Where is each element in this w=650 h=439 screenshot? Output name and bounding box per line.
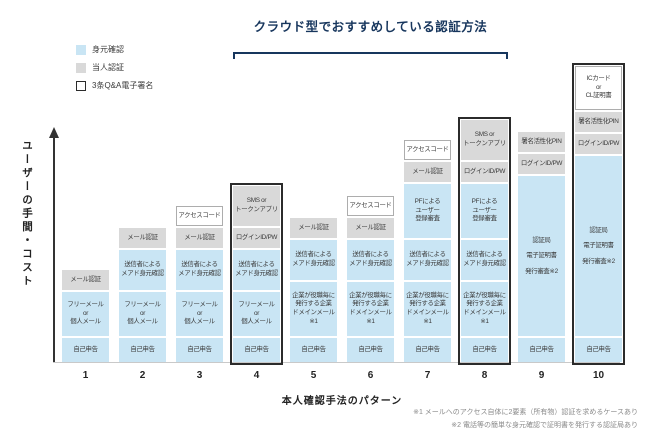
bar-block: フリーメール or 個人メール [176,292,223,336]
bar-block: 送信者による メアド身元確認 [290,240,337,280]
bar-column-10: ICカード or CL証明書 署名活性化PIN ログインID/PW 認証局 電子証明書… [572,63,625,365]
bar-block: ICカード or CL証明書 [575,66,622,110]
bar-block: 送信者による メアド身元確認 [404,240,451,280]
bar-block: メール認証 [176,228,223,248]
column-number-5: 5 [310,370,317,381]
bar-block: フリーメール or 個人メール [119,292,166,336]
bar-column-4: SMS or トークンアプリ ログインID/PW 送信者による メアド身元確認 フリー… [230,183,283,365]
bar-block: アクセスコード [404,140,451,160]
bar-block: フリーメール or 個人メール [62,292,109,336]
legend-swatch-auth [76,62,86,73]
bar-block: 企業が役職毎に 発行する企業 ドメインメール※1 [404,282,451,336]
bracket [233,52,508,59]
bar-block: PFによる ユーザー 登録審査 [461,184,508,238]
footnotes: ※1 メールへのアクセス自体に2要素（所有物）認証を求めるケースあり ※2 電話… [413,406,638,432]
column-number-2: 2 [139,370,146,381]
column-number-4: 4 [253,370,260,381]
bar-block: 自己申告 [176,338,223,362]
footnote-1: ※1 メールへのアクセス自体に2要素（所有物）認証を求めるケースあり [413,409,638,416]
arrow-up-icon [49,127,59,138]
legend-label: 当人認証 [92,63,124,72]
bar-block: SMS or トークンアプリ [233,186,280,226]
bar-block: 送信者による メアド身元確認 [347,240,394,280]
bar-block: 企業が役職毎に 発行する企業 ドメインメール※1 [290,282,337,336]
plot-bars: メール認証 フリーメール or 個人メール 自己申告 メール認証 送信者による メアド身… [62,52,625,365]
legend-item-article3: 3条Q&A電子署名 [76,80,153,91]
bar-block: 自己申告 [518,338,565,362]
bar-block: 自己申告 [461,338,508,362]
bar-block: SMS or トークンアプリ [461,120,508,160]
bar-block: メール認証 [404,162,451,182]
bar-block: メール認証 [62,270,109,290]
bar-block: 自己申告 [404,338,451,362]
bar-block: 自己申告 [233,338,280,362]
legend-item-auth: 当人認証 [76,62,153,73]
footnote-2: ※2 電話等の簡単な身元確認で証明書を発行する認証局あり [451,422,638,429]
y-axis-label: ユーザーの手間・コスト [21,140,33,289]
bar-block: アクセスコード [176,206,223,226]
bar-block: ログインID/PW [233,228,280,248]
column-number-1: 1 [82,370,89,381]
bar-column-8: SMS or トークンアプリ ログインID/PW PFによる ユーザー 登録審査 送信… [458,117,511,365]
bar-column-2: メール認証 送信者による メアド身元確認 フリーメール or 個人メール 自己申告 [119,228,166,362]
legend: 身元確認 当人認証 3条Q&A電子署名 [76,44,153,98]
bar-block: 認証局 電子証明書 発行審査※2 [518,176,565,336]
y-axis-line [53,138,55,362]
bar-block: フリーメール or 個人メール [233,292,280,336]
bar-block: 署名活性化PIN [518,132,565,152]
bar-block: 送信者による メアド身元確認 [119,250,166,290]
x-axis-line [53,362,620,363]
bar-block: ログインID/PW [518,154,565,174]
bar-block: 認証局 電子証明書 発行審査※2 [575,156,622,336]
bar-block: 企業が役職毎に 発行する企業 ドメインメール※1 [347,282,394,336]
legend-label: 身元確認 [92,45,124,54]
bar-block: メール認証 [290,218,337,238]
bar-column-3: アクセスコード メール認証 送信者による メアド身元確認 フリーメール or 個人メー… [176,206,223,362]
bar-block: 自己申告 [119,338,166,362]
bar-block: ログインID/PW [575,134,622,154]
bar-block: 自己申告 [62,338,109,362]
x-axis-label: 本人確認手法のパターン [281,396,403,407]
column-number-3: 3 [196,370,203,381]
bar-block: 送信者による メアド身元確認 [461,240,508,280]
bar-column-6: アクセスコード メール認証 送信者による メアド身元確認 企業が役職毎に 発行する企業… [347,196,394,362]
bar-column-7: アクセスコード メール認証 PFによる ユーザー 登録審査 送信者による メアド身元確… [404,140,451,362]
column-number-10: 10 [592,370,605,381]
bar-block: 自己申告 [347,338,394,362]
bar-block: 署名活性化PIN [575,112,622,132]
bar-block: 送信者による メアド身元確認 [233,250,280,290]
bar-column-1: メール認証 フリーメール or 個人メール 自己申告 [62,270,109,362]
bar-block: メール認証 [347,218,394,238]
column-number-8: 8 [481,370,488,381]
bar-block: 自己申告 [290,338,337,362]
legend-item-identity: 身元確認 [76,44,153,55]
plot-numbers: 1 2 3 4 5 6 7 8 9 10 [62,370,622,381]
bar-block: メール認証 [119,228,166,248]
bar-column-5: メール認証 送信者による メアド身元確認 企業が役職毎に 発行する企業 ドメインメー… [290,218,337,362]
bar-block: ログインID/PW [461,162,508,182]
legend-swatch-article3 [76,80,86,91]
chart-title: クラウド型でおすすめしている認証方法 [253,20,488,34]
column-number-7: 7 [424,370,431,381]
bar-column-9: 署名活性化PIN ログインID/PW 認証局 電子証明書 発行審査※2 自己申告 [518,132,565,362]
bar-block: 自己申告 [575,338,622,362]
legend-label: 3条Q&A電子署名 [92,81,154,90]
column-number-6: 6 [367,370,374,381]
legend-swatch-identity [76,44,86,55]
bar-block: アクセスコード [347,196,394,216]
bar-block: 送信者による メアド身元確認 [176,250,223,290]
bar-block: PFによる ユーザー 登録審査 [404,184,451,238]
column-number-9: 9 [538,370,545,381]
bar-block: 企業が役職毎に 発行する企業 ドメインメール※1 [461,282,508,336]
